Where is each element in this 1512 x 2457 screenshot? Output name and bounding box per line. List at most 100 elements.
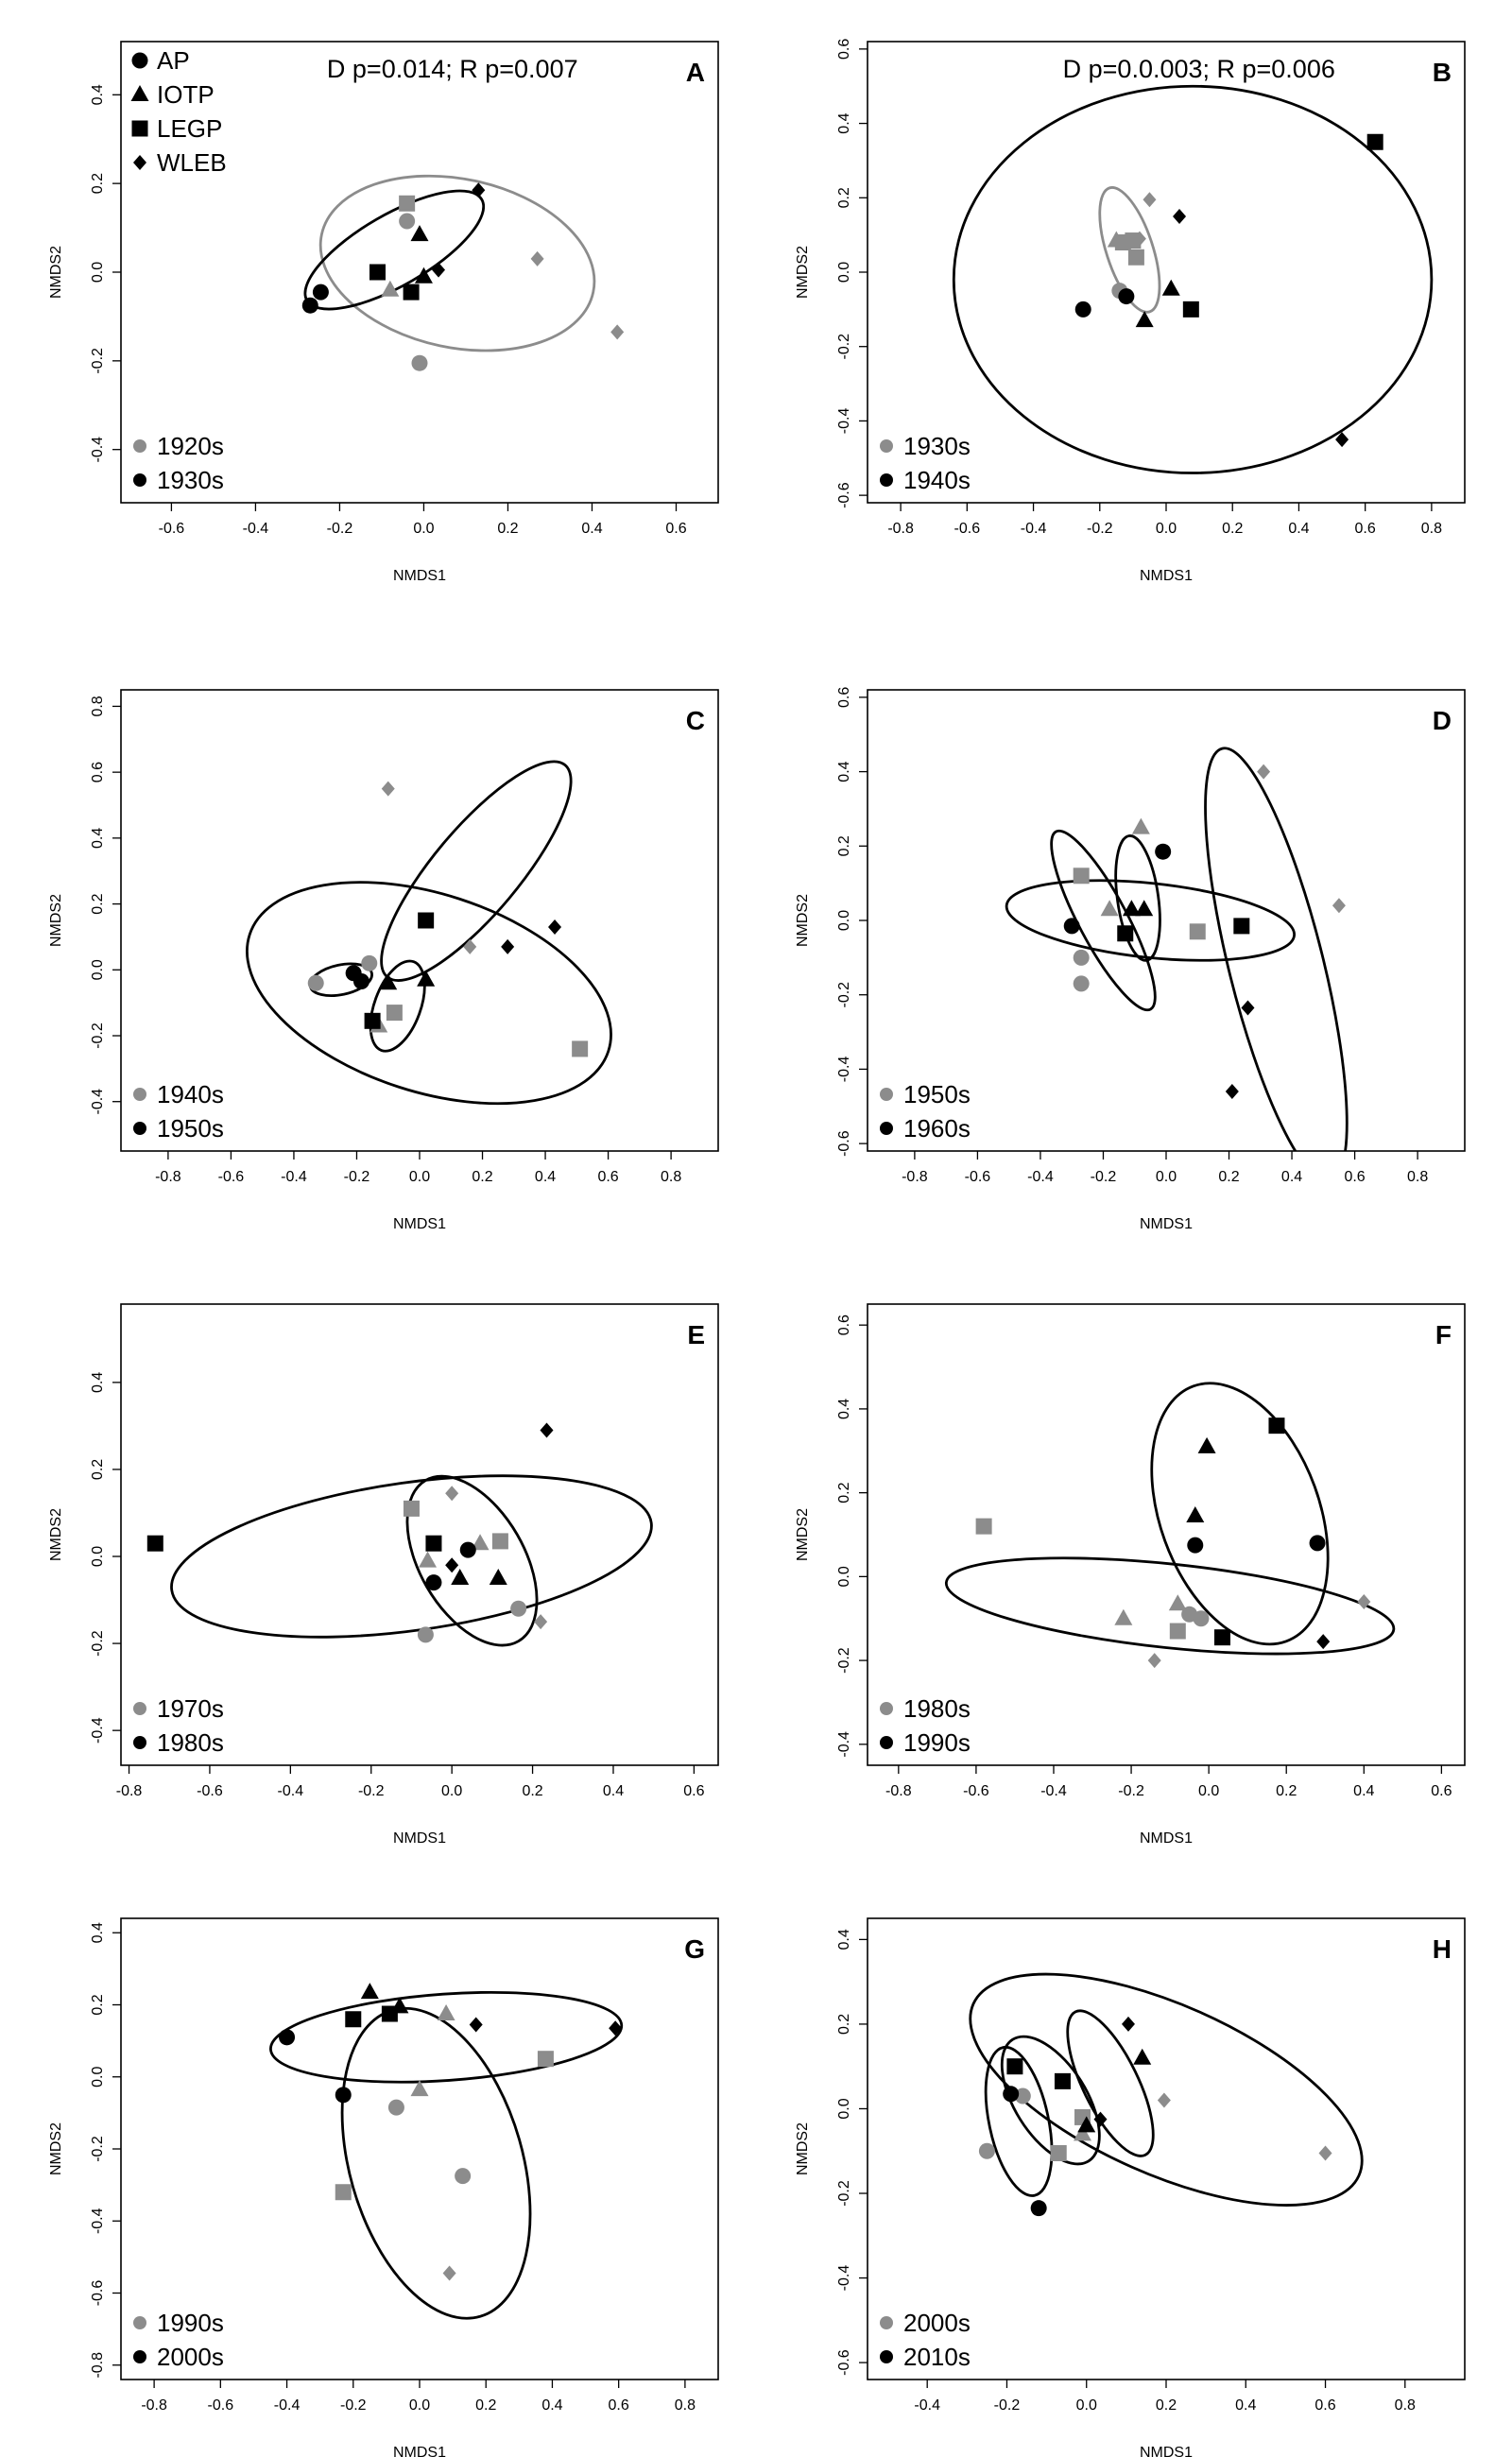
point-legp [146,1535,163,1552]
y-axis-label: NMDS2 [795,1508,811,1561]
legend-site-marker [133,155,146,170]
x-tick-label: 0.4 [1288,521,1309,537]
point-legp [418,912,435,929]
y-tick-label: -0.4 [90,437,106,463]
x-tick-label: -0.2 [994,2397,1021,2414]
point-iotp [419,1551,438,1568]
point-ap [1073,949,1090,966]
legend-decade-label: 1980s [903,1694,971,1723]
point-legp [1233,918,1250,935]
confidence-ellipse [1204,747,1349,1151]
y-tick-label: 0.0 [836,1566,852,1587]
panel-h: -0.4 -0.2 0.0 0.2 0.4 0.6 0.8 -0.6 -0.4 -0.2 0.0 0.… [795,1917,1466,2457]
x-tick-label: 0.2 [1218,1169,1239,1185]
data-layer [952,84,1434,474]
x-axis-label: NMDS1 [393,2445,446,2457]
x-tick-label: -0.6 [965,1169,991,1185]
point-legp [335,2184,352,2201]
point-legp [1006,2058,1023,2075]
data-layer [1005,747,1349,1151]
legend-decade-marker [133,1702,146,1715]
point-legp [345,2011,362,2028]
panel-letter: E [687,1320,705,1349]
point-iotp [1114,1608,1133,1625]
point-ap [459,1541,476,1558]
point-iotp [1197,1436,1216,1453]
point-ap [1073,975,1090,992]
legend-decade-label: 1990s [157,2309,224,2337]
point-legp [425,1535,442,1552]
x-axis-label: NMDS1 [393,1830,446,1847]
point-ap [1193,1610,1210,1627]
y-tick-label: 0.0 [836,910,852,931]
point-wleb [469,2017,483,2033]
x-tick-label: 0.2 [1222,521,1243,537]
plot-frame [120,1303,719,1766]
x-tick-label: -0.2 [1118,1783,1144,1799]
y-tick-label: 0.2 [836,187,852,208]
point-wleb [381,781,395,797]
y-tick-label: 0.2 [836,1482,852,1503]
point-legp [1182,301,1199,318]
y-tick-label: -0.4 [836,1731,852,1758]
confidence-ellipse [269,1990,624,2084]
point-wleb [548,919,562,935]
point-iotp [437,2004,455,2021]
legend-decade-marker [133,2350,146,2363]
x-tick-label: 0.8 [661,1169,681,1185]
data-layer [146,1422,653,1647]
point-legp [1189,923,1206,940]
point-ap [387,2099,404,2116]
confidence-ellipse [405,1474,539,1647]
x-tick-label: -0.6 [954,521,981,537]
point-ap [312,284,329,301]
legend-decade-label: 1940s [157,1080,224,1108]
y-tick-label: 0.2 [90,173,106,194]
point-ap [335,2087,352,2104]
x-tick-label: 0.6 [1314,2397,1335,2414]
y-tick-label: -0.4 [836,1057,852,1083]
legend-site-marker [130,85,149,101]
point-wleb [540,1422,554,1438]
y-tick-label: 0.0 [836,2098,852,2119]
x-tick-label: -0.4 [1027,1169,1054,1185]
legend-decade-marker [133,1736,146,1749]
point-wleb [1157,2092,1171,2108]
x-axis-label: NMDS1 [1140,1216,1193,1232]
point-wleb [610,324,625,340]
x-tick-label: 0.8 [1395,2397,1416,2414]
y-tick-label: 0.4 [836,112,852,133]
x-tick-label: -0.8 [885,1783,912,1799]
y-tick-label: 0.4 [90,84,106,105]
y-tick-label: 0.8 [90,696,106,716]
x-tick-label: 0.6 [609,2397,629,2414]
point-ap [1187,1537,1204,1554]
point-ap [417,1626,434,1643]
legend-decade-label: 2000s [157,2343,224,2371]
stat-text: D p=0.0.003; R p=0.006 [1063,55,1335,83]
legend-site-marker [131,120,148,137]
x-axis-label: NMDS1 [1140,2445,1193,2457]
confidence-ellipse [1098,186,1161,314]
point-wleb [1357,1593,1371,1609]
legend-decade-label: 2000s [903,2309,971,2337]
x-tick-label: -0.4 [274,2397,301,2414]
point-ap [1309,1535,1326,1552]
panel-letter: B [1433,58,1452,87]
x-tick-label: -0.8 [116,1783,143,1799]
point-iotp [489,1569,507,1586]
x-tick-label: 0.4 [541,2397,562,2414]
plot-frame [867,1303,1466,1766]
x-axis-label: NMDS1 [393,1216,446,1232]
point-ap [361,954,378,971]
x-tick-label: 0.4 [581,521,602,537]
point-wleb [530,250,544,266]
point-ap [352,972,369,989]
y-tick-label: -0.4 [836,2265,852,2292]
point-legp [403,1500,420,1517]
y-tick-label: 0.2 [90,1994,106,2015]
x-tick-label: -0.2 [344,1169,370,1185]
legend-decade-label: 1960s [903,1114,971,1143]
data-layer [269,1983,624,2320]
